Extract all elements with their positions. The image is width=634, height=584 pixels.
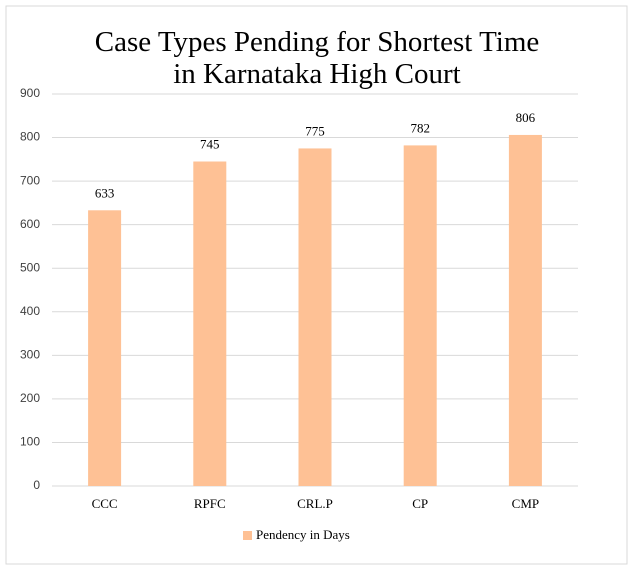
y-tick-label: 800 <box>20 130 40 144</box>
y-tick-label: 100 <box>20 435 40 449</box>
x-tick-label: RPFC <box>194 496 226 511</box>
y-tick-label: 600 <box>20 217 40 231</box>
y-tick-label: 900 <box>20 86 40 100</box>
data-label: 633 <box>95 185 115 200</box>
data-label: 775 <box>305 123 325 138</box>
y-tick-label: 700 <box>20 173 40 187</box>
y-tick-label: 300 <box>20 348 40 362</box>
data-label: 782 <box>410 120 430 135</box>
x-tick-label: CCC <box>92 496 118 511</box>
chart-title: Case Types Pending for Shortest Time in … <box>94 26 540 90</box>
bar <box>403 145 437 486</box>
legend-swatch <box>243 531 252 540</box>
y-tick-label: 400 <box>20 304 40 318</box>
y-tick-label: 200 <box>20 391 40 405</box>
bar <box>88 210 122 486</box>
x-tick-label: CMP <box>512 496 539 511</box>
y-tick-label: 0 <box>33 478 40 492</box>
x-tick-label: CP <box>412 496 428 511</box>
x-tick-label: CRL.P <box>297 496 333 511</box>
legend-label: Pendency in Days <box>256 527 350 542</box>
y-tick-label: 500 <box>20 260 40 274</box>
bar <box>193 161 227 486</box>
bar <box>298 148 332 486</box>
data-label: 806 <box>516 110 536 125</box>
bar <box>508 134 542 487</box>
data-label: 745 <box>200 136 220 151</box>
